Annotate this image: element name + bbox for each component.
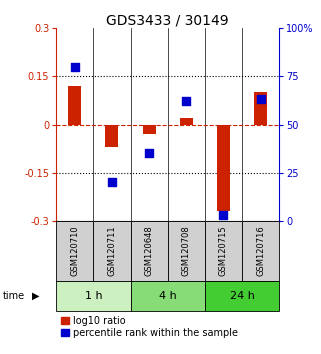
Point	[109, 179, 115, 185]
Bar	[131, 221, 168, 281]
Bar	[131, 281, 205, 311]
Text: GSM120648: GSM120648	[145, 225, 154, 276]
Text: GSM120708: GSM120708	[182, 225, 191, 276]
Bar	[168, 221, 205, 281]
Bar	[242, 221, 279, 281]
Legend: log10 ratio, percentile rank within the sample: log10 ratio, percentile rank within the …	[61, 316, 238, 338]
Text: GSM120710: GSM120710	[70, 225, 79, 276]
Bar	[143, 125, 156, 134]
Text: 24 h: 24 h	[230, 291, 255, 301]
Point	[221, 212, 226, 218]
Bar	[105, 125, 118, 147]
Bar	[93, 221, 131, 281]
Text: GSM120716: GSM120716	[256, 225, 265, 276]
Text: 1 h: 1 h	[84, 291, 102, 301]
Bar	[217, 125, 230, 211]
Bar	[180, 118, 193, 125]
Text: time: time	[3, 291, 25, 301]
Text: 4 h: 4 h	[159, 291, 177, 301]
Text: GSM120715: GSM120715	[219, 225, 228, 276]
Text: GSM120711: GSM120711	[108, 225, 117, 276]
Text: ▶: ▶	[32, 291, 39, 301]
Bar	[254, 92, 267, 125]
Bar	[68, 86, 81, 125]
Bar	[56, 221, 93, 281]
Point	[184, 98, 189, 104]
Point	[72, 64, 77, 70]
Bar	[56, 281, 131, 311]
Point	[258, 97, 263, 102]
Title: GDS3433 / 30149: GDS3433 / 30149	[106, 13, 229, 27]
Bar	[205, 221, 242, 281]
Point	[147, 150, 152, 156]
Bar	[205, 281, 279, 311]
